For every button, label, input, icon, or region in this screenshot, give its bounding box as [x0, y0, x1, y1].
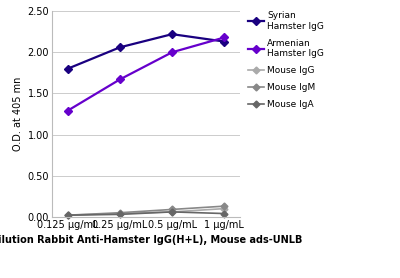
- Mouse IgA: [170, 210, 174, 214]
- Line: Mouse IgA: Mouse IgA: [65, 209, 227, 218]
- Mouse IgA: [65, 214, 70, 217]
- Mouse IgM: [222, 205, 227, 208]
- Armenian
Hamster IgG: [118, 78, 122, 81]
- Mouse IgM: [65, 214, 70, 217]
- Mouse IgG: [222, 207, 227, 210]
- Armenian
Hamster IgG: [170, 51, 174, 54]
- Legend: Syrian
Hamster IgG, Armenian
Hamster IgG, Mouse IgG, Mouse IgM, Mouse IgA: Syrian Hamster IgG, Armenian Hamster IgG…: [248, 11, 324, 110]
- Syrian
Hamster IgG: [118, 46, 122, 49]
- Mouse IgA: [118, 213, 122, 216]
- X-axis label: Dilution Rabbit Anti-Hamster IgG(H+L), Mouse ads-UNLB: Dilution Rabbit Anti-Hamster IgG(H+L), M…: [0, 235, 302, 245]
- Mouse IgG: [170, 210, 174, 214]
- Armenian
Hamster IgG: [222, 36, 227, 39]
- Line: Syrian
Hamster IgG: Syrian Hamster IgG: [65, 31, 227, 71]
- Mouse IgM: [118, 211, 122, 214]
- Mouse IgG: [118, 212, 122, 215]
- Y-axis label: O.D. at 405 mn: O.D. at 405 mn: [14, 77, 24, 151]
- Armenian
Hamster IgG: [65, 109, 70, 112]
- Mouse IgG: [65, 214, 70, 217]
- Syrian
Hamster IgG: [65, 67, 70, 70]
- Mouse IgM: [170, 208, 174, 211]
- Mouse IgA: [222, 212, 227, 215]
- Line: Armenian
Hamster IgG: Armenian Hamster IgG: [65, 35, 227, 113]
- Syrian
Hamster IgG: [170, 33, 174, 36]
- Line: Mouse IgM: Mouse IgM: [65, 204, 227, 218]
- Syrian
Hamster IgG: [222, 40, 227, 43]
- Line: Mouse IgG: Mouse IgG: [65, 206, 227, 218]
